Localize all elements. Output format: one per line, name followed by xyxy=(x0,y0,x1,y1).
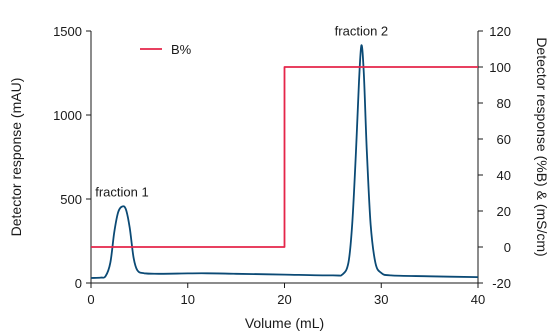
legend-label-b-percent: B% xyxy=(171,42,192,57)
x-tick-label: 0 xyxy=(87,292,94,307)
peak-label-fraction-1: fraction 1 xyxy=(95,185,148,200)
b-percent-series-line xyxy=(91,66,478,248)
right-y-tick-label: 60 xyxy=(497,132,511,147)
x-tick-label: 30 xyxy=(374,292,388,307)
left-y-tick-label: 1500 xyxy=(53,24,82,39)
x-tick-label: 10 xyxy=(181,292,195,307)
right-y-tick-label: 80 xyxy=(497,96,511,111)
plot-area: fraction 1 fraction 2 xyxy=(90,23,479,279)
x-axis-title: Volume (mL) xyxy=(245,315,324,331)
peak-label-fraction-2: fraction 2 xyxy=(335,23,388,38)
left-y-tick-label: 0 xyxy=(75,276,82,291)
right-y-tick-label: 20 xyxy=(497,204,511,219)
x-tick-label: 40 xyxy=(471,292,485,307)
left-y-axis-title: Detector response (mAU) xyxy=(8,78,24,237)
right-y-tick-label: 0 xyxy=(504,240,511,255)
axes: 0 10 20 30 40 0 500 1000 1500 -20 0 20 40 60 80 100 120 V… xyxy=(8,24,550,331)
right-y-tick-label: -20 xyxy=(492,276,511,291)
right-y-tick-label: 120 xyxy=(489,24,511,39)
right-y-tick-label: 100 xyxy=(489,60,511,75)
right-y-axis-title: Detector response (%B) & (mS/cm) xyxy=(534,37,550,256)
left-y-tick-label: 500 xyxy=(60,192,82,207)
right-y-tick-label: 40 xyxy=(497,168,511,183)
x-tick-label: 20 xyxy=(277,292,291,307)
uv-absorbance-series-line xyxy=(90,44,479,279)
left-y-tick-label: 1000 xyxy=(53,108,82,123)
legend: B% xyxy=(140,42,192,57)
